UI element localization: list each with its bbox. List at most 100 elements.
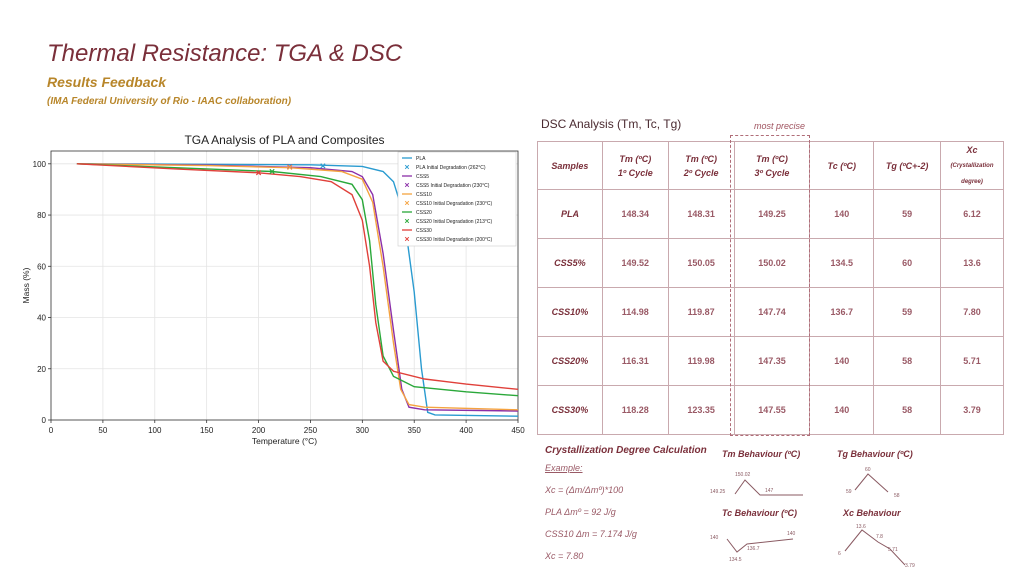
x-tick-label: 400 bbox=[459, 426, 473, 435]
tc-label-2: 134.5 bbox=[729, 557, 742, 563]
y-tick-label: 40 bbox=[37, 314, 46, 323]
slide-subtitle: Results Feedback bbox=[47, 74, 167, 90]
cell-tm1: 116.31 bbox=[601, 336, 669, 386]
calc-title: Crystallization Degree Calculation bbox=[545, 445, 707, 456]
legend-marker-swatch bbox=[404, 164, 410, 170]
tm-behaviour-sketch: 149.25 150.02 147 bbox=[710, 472, 803, 496]
legend-label: PLA bbox=[416, 156, 426, 162]
cell-tm2: 148.31 bbox=[667, 189, 735, 239]
tc-behaviour-sketch: 140 134.5 136.7 140 bbox=[710, 531, 796, 563]
tm-label-1: 149.25 bbox=[710, 489, 726, 495]
x-tick-label: 150 bbox=[200, 426, 214, 435]
legend-marker-swatch bbox=[404, 182, 410, 188]
x-tick-label: 250 bbox=[304, 426, 318, 435]
cell-xc: 13.6 bbox=[940, 238, 1004, 288]
xc-label-2: 13.6 bbox=[856, 524, 866, 530]
cell-tm2: 123.35 bbox=[667, 385, 735, 435]
most-precise-highlight-box bbox=[730, 135, 810, 436]
header-tg: Tg (ºC+-2) bbox=[873, 141, 942, 190]
cell-xc: 7.80 bbox=[940, 287, 1004, 337]
series-line-css30 bbox=[76, 163, 519, 390]
tga-chart: 0 50 100 150 200 250 300 350 400 450 0 20 40 60 80 100 T… bbox=[21, 133, 525, 446]
y-axis-label: Mass (%) bbox=[21, 267, 31, 303]
dsc-title: DSC Analysis (Tm, Tc, Tg) bbox=[541, 117, 682, 131]
x-tick-label: 350 bbox=[408, 426, 422, 435]
tc-label-4: 140 bbox=[787, 531, 796, 537]
xc-behaviour-sketch: 6 13.6 7.8 5.71 3.79 bbox=[838, 524, 915, 569]
legend-marker-swatch bbox=[404, 236, 410, 242]
xc-label-1: 6 bbox=[838, 551, 841, 557]
plot-frame bbox=[50, 150, 519, 421]
degradation-marker bbox=[287, 164, 293, 171]
tm-label-3: 147 bbox=[765, 488, 774, 494]
cell-tm3: 149.25 bbox=[733, 189, 811, 239]
cell-tm2: 119.87 bbox=[667, 287, 735, 337]
calc-line-1: PLA Δmº = 92 J/g bbox=[545, 507, 616, 517]
cell-tm2: 150.05 bbox=[667, 238, 735, 288]
legend-marker-swatch bbox=[404, 218, 410, 224]
x-axis-label: Temperature (°C) bbox=[252, 436, 317, 446]
legend-box bbox=[397, 151, 517, 247]
header-xc: Xc (Crystallization degree) bbox=[940, 141, 1004, 190]
cell-tg: 58 bbox=[873, 336, 942, 386]
calc-example-label: Example: bbox=[545, 463, 583, 473]
xc-label-4: 5.71 bbox=[888, 547, 898, 553]
header-tc: Tc (ºC) bbox=[809, 141, 875, 190]
xc-label-3: 7.8 bbox=[876, 534, 883, 540]
cell-tc: 140 bbox=[809, 336, 875, 386]
header-tm2: Tm (ºC) 2º Cycle bbox=[667, 141, 735, 190]
cell-tc: 140 bbox=[809, 189, 875, 239]
degradation-marker bbox=[255, 170, 262, 176]
cell-sample: PLA bbox=[537, 189, 603, 239]
cell-tm1: 149.52 bbox=[601, 238, 669, 288]
y-tick-label: 100 bbox=[33, 160, 47, 169]
legend-marker-swatch bbox=[404, 200, 410, 206]
legend-label: PLA Initial Degradation (262°C) bbox=[416, 165, 486, 171]
legend-label: CSS10 bbox=[416, 192, 432, 198]
table-row: CSS30% 118.28 123.35 147.55 140 58 3.79 bbox=[537, 385, 1004, 435]
cell-xc: 3.79 bbox=[940, 385, 1004, 435]
calc-line-2: CSS10 Δm = 7.174 J/g bbox=[545, 529, 637, 539]
tm-behaviour-line bbox=[734, 479, 803, 496]
tg-behaviour-title: Tg Behaviour (ºC) bbox=[837, 449, 913, 459]
cell-tg: 58 bbox=[873, 385, 942, 435]
calc-formula: Xc = (Δm/Δmº)*100 bbox=[545, 485, 624, 495]
y-tick-label: 60 bbox=[37, 262, 46, 271]
chart-title: TGA Analysis of PLA and Composites bbox=[184, 133, 384, 147]
header-tm3: Tm (ºC) 3º Cycle bbox=[733, 141, 811, 190]
x-tick-label: 100 bbox=[148, 426, 162, 435]
cell-sample: CSS10% bbox=[537, 287, 603, 337]
cell-sample: CSS30% bbox=[537, 385, 603, 435]
tm-label-2: 150.02 bbox=[735, 472, 751, 478]
dsc-table: Samples Tm (ºC) 1º Cycle Tm (ºC) 2º Cycle … bbox=[537, 141, 1004, 435]
table-row: CSS5% 149.52 150.05 150.02 134.5 60 13.6 bbox=[537, 238, 1004, 288]
x-tick-label: 450 bbox=[511, 426, 525, 435]
legend-label: CSS5 Initial Degradation (230°C) bbox=[416, 183, 490, 189]
cell-tm1: 118.28 bbox=[601, 385, 669, 435]
x-tick-label: 0 bbox=[49, 426, 54, 435]
header-tm1: Tm (ºC) 1º Cycle bbox=[601, 141, 669, 190]
most-precise-label: most precise bbox=[754, 121, 806, 131]
degradation-marker bbox=[320, 163, 326, 169]
series-line-css10 bbox=[76, 163, 519, 411]
header-samples: Samples bbox=[537, 141, 603, 190]
cell-xc: 5.71 bbox=[940, 336, 1004, 386]
calc-result: Xc = 7.80 bbox=[545, 551, 584, 561]
cell-tc: 134.5 bbox=[809, 238, 875, 288]
tg-label-3: 58 bbox=[894, 493, 900, 499]
tc-label-1: 140 bbox=[710, 535, 719, 541]
tc-label-3: 136.7 bbox=[747, 546, 760, 552]
table-row: PLA 148.34 148.31 149.25 140 59 6.12 bbox=[537, 189, 1004, 239]
tc-behaviour-title: Tc Behaviour (ºC) bbox=[722, 508, 797, 518]
xc-label-5: 3.79 bbox=[905, 563, 915, 569]
xc-behaviour-title: Xc Behaviour bbox=[843, 508, 901, 518]
cell-tm2: 119.98 bbox=[667, 336, 735, 386]
cell-tm1: 114.98 bbox=[601, 287, 669, 337]
xc-behaviour-line bbox=[844, 529, 906, 566]
y-tick-label: 80 bbox=[37, 211, 46, 220]
cell-tm3: 147.55 bbox=[733, 385, 811, 435]
legend-label: CSS10 Initial Degradation (230°C) bbox=[416, 201, 493, 207]
tm-behaviour-title: Tm Behaviour (ºC) bbox=[722, 449, 801, 459]
cell-tg: 60 bbox=[873, 238, 942, 288]
tg-behaviour-sketch: 59 60 58 bbox=[846, 467, 900, 499]
